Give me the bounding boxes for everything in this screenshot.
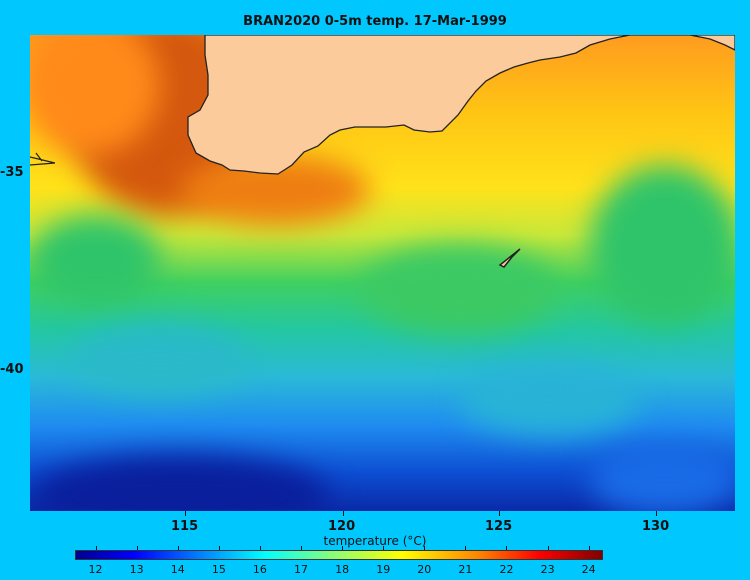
colorbar-tick-mark (506, 546, 508, 550)
colorbar-tick-mark (588, 546, 590, 550)
coastal-arrow-marker (30, 152, 56, 166)
colorbar-label: temperature (°C) (323, 534, 427, 548)
colorbar-tick-label: 18 (335, 563, 350, 576)
colorbar-tick-mark (547, 546, 549, 550)
kangaroo-island (498, 248, 521, 268)
colorbar-tick-mark (95, 546, 97, 550)
x-tick-label: 130 (642, 519, 670, 534)
green-eddy-center (360, 245, 560, 335)
y-tick-label: -35 (0, 165, 24, 180)
warm-nearshore-patch (30, 35, 160, 155)
colorbar-tick-label: 17 (294, 563, 309, 576)
colorbar (75, 550, 603, 560)
x-tick-label: 125 (485, 519, 513, 534)
colorbar-tick-mark (383, 546, 385, 550)
x-tick-mark (185, 511, 186, 516)
colorbar-tick-label: 24 (581, 563, 596, 576)
colorbar-tick-mark (218, 546, 220, 550)
colorbar-tick-mark (424, 546, 426, 550)
colorbar-tick-label: 16 (252, 563, 267, 576)
colorbar-tick-label: 15 (211, 563, 226, 576)
green-eddy-east (590, 165, 735, 325)
colorbar-tick-label: 20 (417, 563, 432, 576)
green-eddy-west (30, 215, 160, 305)
x-tick-label: 115 (171, 519, 199, 534)
colorbar-tick-mark (342, 546, 344, 550)
x-tick-mark (656, 511, 657, 516)
colorbar-tick-mark (465, 546, 467, 550)
colorbar-tick-label: 19 (376, 563, 391, 576)
colorbar-tick-label: 14 (170, 563, 185, 576)
cyan-eddy-east (460, 365, 640, 435)
x-tick-mark (343, 511, 344, 516)
blue-patch-southeast (590, 445, 735, 511)
map-title: BRAN2020 0-5m temp. 17-Mar-1999 (243, 14, 507, 29)
colorbar-tick-mark (301, 546, 303, 550)
colorbar-tick-label: 12 (88, 563, 103, 576)
x-tick-label: 120 (328, 519, 356, 534)
colorbar-tick-label: 13 (129, 563, 144, 576)
colorbar-tick-label: 22 (499, 563, 514, 576)
colorbar-tick-label: 21 (458, 563, 473, 576)
y-tick-label: -40 (0, 362, 24, 377)
colorbar-tick-label: 23 (540, 563, 555, 576)
temperature-map (30, 35, 735, 511)
land-mass (30, 35, 735, 268)
colorbar-tick-mark (259, 546, 261, 550)
colorbar-tick-mark (136, 546, 138, 550)
deep-blue-south (30, 455, 330, 511)
australia-coastline (187, 35, 735, 175)
colorbar-tick-mark (177, 546, 179, 550)
x-tick-mark (499, 511, 500, 516)
cyan-eddy-west (70, 325, 250, 395)
